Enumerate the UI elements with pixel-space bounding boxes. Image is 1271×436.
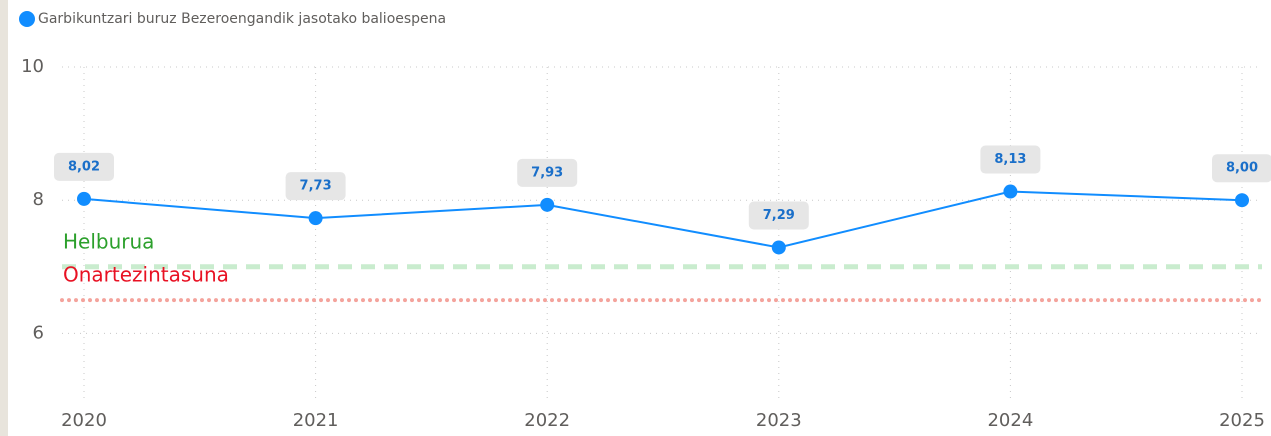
series-line: [83, 190, 1243, 249]
legend-label: Garbikuntzari buruz Bezeroengandik jasot…: [38, 11, 446, 27]
data-label-box: [980, 145, 1041, 174]
x-tick-label: 2023: [756, 410, 802, 431]
data-label-box: [748, 201, 809, 230]
y-tick-label: 10: [21, 56, 44, 77]
x-tick-label: 2021: [293, 410, 339, 431]
data-point: [771, 240, 786, 255]
data-point: [1003, 184, 1018, 199]
data-label: 8,00: [1226, 161, 1258, 176]
data-label: 8,02: [68, 159, 100, 174]
data-point: [540, 197, 555, 212]
data-point: [1235, 193, 1249, 208]
x-tick-label: 2022: [524, 410, 570, 431]
data-point: [77, 191, 91, 206]
data-label: 7,93: [531, 165, 563, 180]
y-tick-label: 6: [33, 322, 44, 343]
legend-marker: [19, 11, 35, 27]
reference-label: Onartezintasuna: [63, 263, 229, 287]
data-label-box: [285, 172, 346, 201]
data-label-box: [1212, 154, 1271, 183]
left-border: [0, 0, 8, 436]
y-tick-label: 8: [33, 189, 44, 210]
reference-label: Helburua: [63, 229, 154, 253]
data-label: 8,13: [994, 152, 1026, 167]
x-tick-label: 2020: [61, 410, 107, 431]
x-tick-label: 2025: [1219, 410, 1265, 431]
data-label: 7,73: [300, 179, 332, 194]
x-tick-label: 2024: [987, 410, 1033, 431]
data-label-box: [54, 152, 114, 181]
data-point: [308, 211, 323, 226]
data-label-box: [517, 158, 578, 187]
data-label: 7,29: [763, 208, 795, 223]
